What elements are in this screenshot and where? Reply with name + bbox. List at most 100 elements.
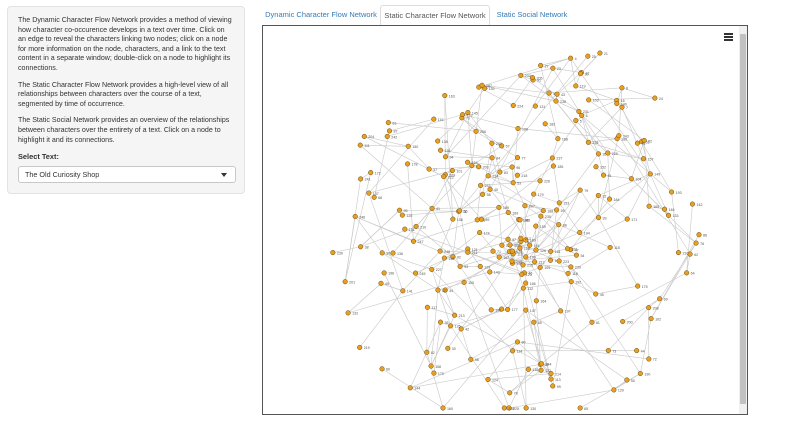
network-edge[interactable]: [517, 157, 553, 176]
node-circle[interactable]: [371, 194, 377, 200]
network-edge[interactable]: [354, 216, 383, 254]
network-node[interactable]: 81: [601, 172, 612, 178]
network-edge[interactable]: [559, 189, 581, 204]
network-node[interactable]: 190: [637, 370, 650, 376]
network-node[interactable]: 87: [386, 128, 397, 134]
network-edge[interactable]: [410, 364, 541, 389]
network-node[interactable]: 241: [358, 176, 371, 182]
network-node[interactable]: 157: [640, 156, 653, 162]
node-circle[interactable]: [553, 98, 559, 104]
node-circle[interactable]: [533, 247, 539, 253]
node-circle[interactable]: [477, 229, 483, 236]
node-circle[interactable]: [531, 319, 537, 325]
network-canvas[interactable]: 4576811161223242725202134363031323537383…: [263, 26, 739, 414]
network-node[interactable]: 106: [515, 125, 528, 131]
node-circle[interactable]: [586, 97, 592, 103]
network-node[interactable]: 142: [689, 201, 702, 207]
node-circle[interactable]: [385, 120, 391, 126]
node-circle[interactable]: [476, 164, 482, 170]
node-circle[interactable]: [390, 250, 396, 256]
node-circle[interactable]: [620, 318, 626, 325]
node-circle[interactable]: [399, 212, 405, 218]
network-edge[interactable]: [643, 140, 650, 207]
network-node[interactable]: 176: [525, 366, 538, 372]
node-circle[interactable]: [554, 91, 560, 97]
network-edge[interactable]: [368, 192, 404, 291]
node-circle[interactable]: [357, 142, 363, 148]
network-edge[interactable]: [440, 149, 493, 159]
node-circle[interactable]: [465, 109, 471, 116]
network-edge[interactable]: [591, 272, 687, 323]
network-edge[interactable]: [476, 185, 481, 220]
network-edge[interactable]: [535, 189, 581, 251]
node-circle[interactable]: [646, 356, 652, 362]
network-node[interactable]: 165: [646, 203, 659, 209]
network-node[interactable]: 7: [619, 104, 628, 110]
network-node[interactable]: 220: [507, 242, 520, 248]
network-edge[interactable]: [517, 128, 618, 139]
node-circle[interactable]: [465, 159, 471, 165]
network-node[interactable]: 212: [532, 259, 545, 265]
network-edge[interactable]: [463, 282, 510, 409]
network-node[interactable]: 237: [549, 155, 562, 161]
node-circle[interactable]: [437, 248, 443, 254]
network-edge[interactable]: [540, 215, 559, 225]
network-edge[interactable]: [533, 322, 552, 380]
node-circle[interactable]: [505, 306, 511, 312]
network-node[interactable]: 58: [480, 191, 491, 197]
network-node[interactable]: 230: [330, 249, 343, 255]
network-edge[interactable]: [550, 190, 581, 252]
network-edge[interactable]: [552, 67, 582, 73]
network-node[interactable]: 94: [442, 154, 454, 160]
network-node[interactable]: 153: [556, 200, 569, 206]
node-circle[interactable]: [514, 172, 520, 178]
network-node[interactable]: 248: [437, 248, 450, 254]
network-edge[interactable]: [588, 97, 655, 101]
node-circle[interactable]: [435, 138, 441, 144]
network-node[interactable]: 54: [573, 252, 584, 258]
network-edge[interactable]: [389, 118, 434, 132]
node-circle[interactable]: [358, 244, 364, 250]
network-node[interactable]: 117: [424, 304, 437, 310]
network-edge[interactable]: [460, 253, 514, 330]
network-edge[interactable]: [621, 87, 655, 99]
node-circle[interactable]: [675, 250, 681, 256]
network-edge[interactable]: [444, 95, 454, 220]
network-edge[interactable]: [459, 210, 469, 253]
network-edge[interactable]: [575, 85, 617, 101]
node-circle[interactable]: [431, 116, 437, 122]
graph-scrollbar[interactable]: [739, 26, 747, 414]
network-edge[interactable]: [536, 267, 541, 301]
node-circle[interactable]: [400, 288, 406, 294]
node-circle[interactable]: [449, 168, 455, 174]
network-node[interactable]: 4: [568, 55, 577, 61]
node-circle[interactable]: [405, 161, 411, 167]
network-node[interactable]: 211: [465, 249, 478, 255]
network-edge[interactable]: [533, 310, 561, 323]
node-circle[interactable]: [410, 238, 417, 244]
node-circle[interactable]: [517, 217, 523, 223]
node-circle[interactable]: [489, 155, 495, 161]
node-circle[interactable]: [396, 207, 403, 213]
network-node[interactable]: 32: [595, 192, 606, 198]
network-node[interactable]: 137: [366, 190, 379, 196]
network-node[interactable]: 64: [684, 270, 695, 276]
network-node[interactable]: 97: [505, 236, 516, 242]
network-edge[interactable]: [567, 218, 628, 249]
network-edge[interactable]: [368, 118, 435, 194]
network-edge[interactable]: [360, 144, 433, 209]
network-node[interactable]: 84: [489, 155, 500, 161]
network-node[interactable]: 228: [501, 405, 514, 411]
network-edge[interactable]: [640, 318, 652, 374]
node-circle[interactable]: [525, 366, 531, 372]
node-circle[interactable]: [381, 270, 387, 276]
node-circle[interactable]: [402, 226, 408, 232]
network-edge[interactable]: [475, 131, 518, 158]
network-node[interactable]: 152: [593, 164, 606, 170]
network-edge[interactable]: [524, 205, 557, 211]
network-node[interactable]: 129: [477, 263, 490, 269]
node-circle[interactable]: [509, 164, 515, 170]
network-edge[interactable]: [519, 247, 615, 391]
network-node[interactable]: 144: [407, 385, 420, 391]
node-circle[interactable]: [459, 112, 466, 118]
